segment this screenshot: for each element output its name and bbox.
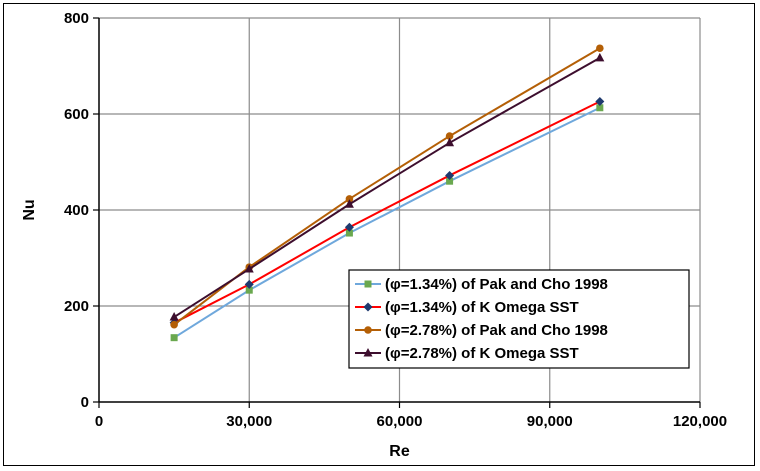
y-tick-label: 600 [64,106,89,123]
y-axis-label: Nu [21,199,38,220]
data-point [596,44,604,53]
data-point [245,286,253,294]
chart-svg: 0 30,000 60,000 90,000 120,0000200400600800 … [21,10,727,460]
data-point [445,170,455,180]
legend-swatch-marker [364,326,372,334]
data-point [595,97,605,107]
data-point [244,264,254,273]
legend-item: (φ=2.78%) of K Omega SST [355,345,579,362]
axes [93,17,701,408]
x-tick-label: 90,000 [527,413,573,430]
legend-item: (φ=1.34%) of K Omega SST [355,299,579,316]
x-tick-label: 120,000 [673,413,727,430]
data-point [169,312,179,321]
x-tick-label: 0 [95,413,103,430]
data-point [596,104,604,112]
y-tick-label: 800 [64,10,89,27]
legend-label: (φ=1.34%) of K Omega SST [385,299,579,316]
data-point [595,52,605,62]
data-point [170,334,178,342]
x-tick-label: 30,000 [226,413,272,430]
legend: (φ=1.34%) of Pak and Cho 1998 (φ=1.34%) o… [348,269,690,369]
data-point [244,279,254,289]
legend-swatch-marker [363,348,373,357]
data-point [446,177,454,185]
data-point [344,199,354,208]
x-axis-label: Re [389,443,410,460]
legend-label: (φ=2.78%) of K Omega SST [385,345,579,362]
series-4 [169,52,605,321]
legend-label: (φ=1.34%) of Pak and Cho 1998 [385,276,608,293]
data-point [445,137,455,147]
y-tick-label: 200 [64,298,89,315]
series-group [169,44,605,342]
legend-swatch-marker [364,280,372,288]
series-3 [170,44,604,329]
chart-frame: 0 30,000 60,000 90,000 120,000 0 200 400 600 800 … [3,3,755,466]
y-tick-label: 0 [81,394,89,411]
data-point [170,320,178,329]
data-point [344,222,354,232]
tick-labels: 0 30,000 60,000 90,000 120,000 0 200 400 600 800 [64,10,727,430]
legend-item: (φ=1.34%) of Pak and Cho 1998 [355,276,608,293]
series-1 [170,104,604,342]
legend-box [348,269,690,369]
legend-item: (φ=2.78%) of Pak and Cho 1998 [355,322,608,339]
y-tick-label: 400 [64,202,89,219]
data-point [345,195,354,203]
legend-swatch-marker [363,302,373,312]
x-tick-label: 60,000 [377,413,423,430]
legend-label: (φ=2.78%) of Pak and Cho 1998 [385,322,608,339]
data-point [445,132,454,140]
data-point [345,229,353,237]
